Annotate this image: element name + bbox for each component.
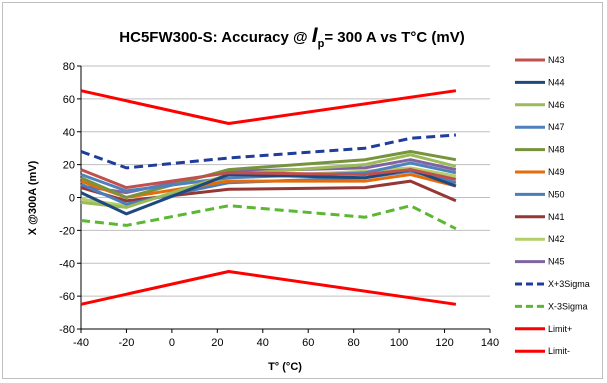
x-tick-label: 60 bbox=[302, 337, 314, 349]
series-line-limit bbox=[80, 270, 457, 306]
y-tick-label: 60 bbox=[63, 94, 75, 106]
legend-label-n50: N50 bbox=[548, 189, 565, 199]
y-tick-label: 20 bbox=[63, 160, 75, 172]
legend-label-n43: N43 bbox=[548, 55, 565, 65]
chart-title-prefix: HC5FW300-S: Accuracy @ bbox=[119, 29, 311, 46]
legend-label-x-3sigma: X-3Sigma bbox=[548, 301, 588, 311]
y-axis-title: X @300A (mV) bbox=[27, 160, 39, 235]
legend-label-n42: N42 bbox=[548, 234, 565, 244]
x-tick-label: 40 bbox=[257, 337, 269, 349]
series-line-n48 bbox=[80, 150, 457, 199]
legend: N43 N44 N46 N47 N48 N49 N50 N41 N42 N45 X+3Sigma X-… bbox=[515, 55, 590, 356]
chart-title-symbol: I bbox=[312, 24, 319, 47]
legend-label-n47: N47 bbox=[548, 122, 565, 132]
y-tick-label: 80 bbox=[63, 61, 75, 73]
legend-label-n44: N44 bbox=[548, 77, 565, 87]
legend-label-n48: N48 bbox=[548, 145, 565, 155]
y-tick-label: -40 bbox=[59, 258, 75, 270]
chart-title-subscript: p bbox=[318, 38, 325, 50]
x-tick-label: 100 bbox=[390, 337, 408, 349]
series-line-n46 bbox=[80, 153, 457, 209]
y-tick-label: -80 bbox=[59, 324, 75, 336]
y-tick-label: 40 bbox=[63, 127, 75, 139]
y-tick-label: 0 bbox=[69, 193, 75, 205]
x-axis-title: T° (°C) bbox=[268, 361, 302, 373]
chart-title-suffix: = 300 A vs T°C (mV) bbox=[324, 29, 464, 46]
chart-title: HC5FW300-S: Accuracy @ Ip= 300 A vs T°C … bbox=[119, 24, 464, 50]
x-tick-label: 20 bbox=[211, 337, 223, 349]
x-tick-label: -20 bbox=[118, 337, 134, 349]
series-line-n41 bbox=[80, 179, 457, 203]
legend-label-n45: N45 bbox=[548, 257, 565, 267]
legend-label-limit: Limit+ bbox=[548, 324, 572, 334]
series-line-x-3sigma bbox=[80, 133, 457, 170]
series-line-n43 bbox=[80, 168, 457, 190]
series-line-limit bbox=[80, 89, 457, 125]
legend-label-n41: N41 bbox=[548, 212, 565, 222]
x-tick-label: 80 bbox=[348, 337, 360, 349]
x-tick-label: 120 bbox=[435, 337, 453, 349]
legend-label-n49: N49 bbox=[548, 167, 565, 177]
x-tick-label: 140 bbox=[481, 337, 499, 349]
x-tick-label: -40 bbox=[73, 337, 89, 349]
x-tick-label: 0 bbox=[169, 337, 175, 349]
legend-label-x-3sigma: X+3Sigma bbox=[548, 279, 590, 289]
y-tick-label: -20 bbox=[59, 225, 75, 237]
series-line-x-3sigma bbox=[80, 204, 457, 231]
legend-label-limit: Limit- bbox=[548, 346, 570, 356]
series-lines bbox=[80, 89, 457, 306]
y-tick-label: -60 bbox=[59, 291, 75, 303]
legend-label-n46: N46 bbox=[548, 100, 565, 110]
